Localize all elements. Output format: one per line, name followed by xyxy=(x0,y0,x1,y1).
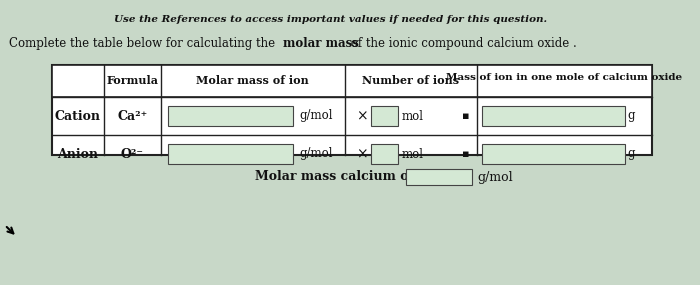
Bar xyxy=(371,144,398,164)
Text: g/mol: g/mol xyxy=(477,170,513,184)
Text: Formula: Formula xyxy=(106,76,158,87)
Bar xyxy=(371,105,398,127)
Text: Molar mass of ion: Molar mass of ion xyxy=(197,76,309,87)
Bar xyxy=(52,65,652,155)
Text: Mass of ion in one mole of calcium oxide: Mass of ion in one mole of calcium oxide xyxy=(447,74,682,82)
Text: Molar mass calcium oxide =: Molar mass calcium oxide = xyxy=(255,170,453,184)
Text: of the ionic compound calcium oxide .: of the ionic compound calcium oxide . xyxy=(346,37,577,50)
Bar xyxy=(168,105,293,127)
Bar xyxy=(482,105,626,127)
Text: g: g xyxy=(627,148,635,160)
Bar xyxy=(406,169,473,185)
Text: mol: mol xyxy=(402,148,424,160)
Text: Anion: Anion xyxy=(57,148,98,160)
Bar xyxy=(52,65,652,97)
Text: g/mol: g/mol xyxy=(300,148,333,160)
Text: mol: mol xyxy=(402,109,424,123)
Text: g/mol: g/mol xyxy=(300,109,333,123)
Text: g: g xyxy=(627,109,635,123)
Bar xyxy=(168,144,293,164)
Text: ▪: ▪ xyxy=(462,111,470,121)
Text: Complete the table below for calculating the: Complete the table below for calculating… xyxy=(9,37,279,50)
Text: Use the References to access important values if needed for this question.: Use the References to access important v… xyxy=(114,15,547,24)
Text: molar mass: molar mass xyxy=(284,37,359,50)
Text: ▪: ▪ xyxy=(462,149,470,159)
Bar xyxy=(482,144,626,164)
Text: O²⁻: O²⁻ xyxy=(121,148,144,160)
Text: ×: × xyxy=(356,147,368,161)
Text: Number of ions: Number of ions xyxy=(363,76,460,87)
Text: ×: × xyxy=(356,109,368,123)
Text: Cation: Cation xyxy=(55,109,101,123)
Text: Ca²⁺: Ca²⁺ xyxy=(117,109,148,123)
